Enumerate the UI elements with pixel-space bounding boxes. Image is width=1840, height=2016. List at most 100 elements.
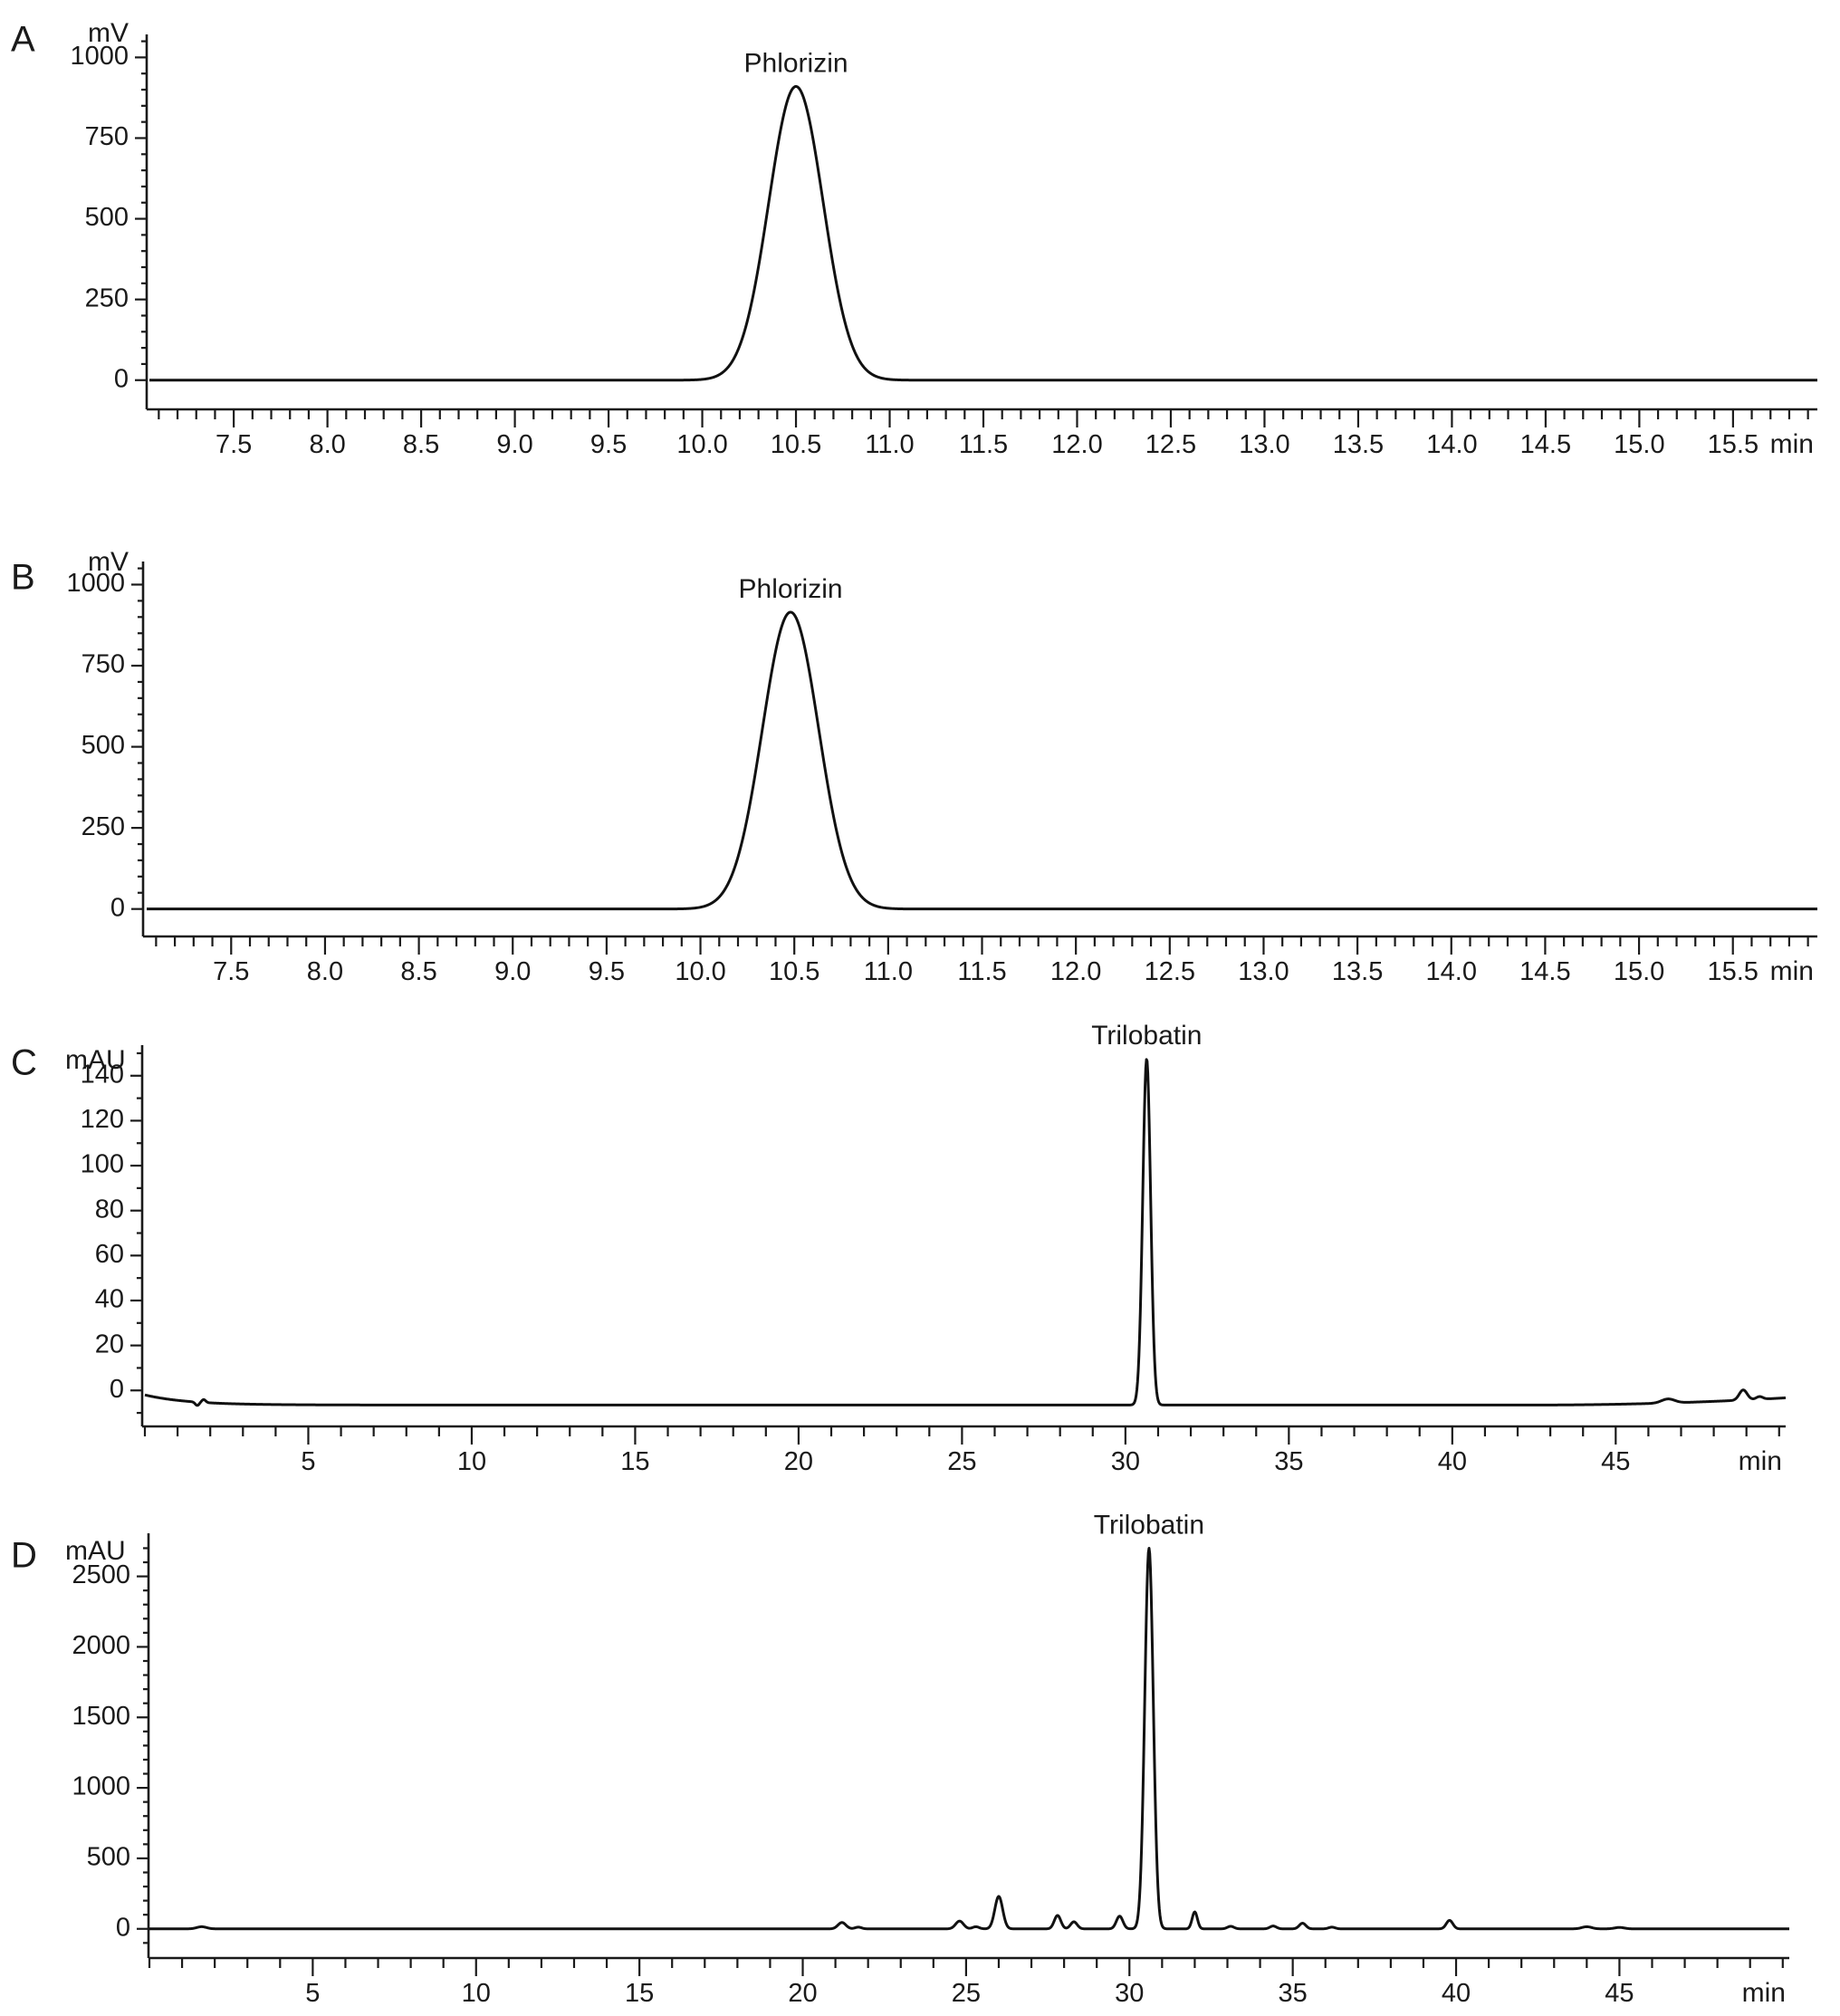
x-tick-label: 9.5 [590,430,627,459]
x-tick-label: 13.5 [1332,957,1383,986]
x-tick-label: 14.5 [1520,430,1571,459]
x-tick-label: 8.5 [403,430,439,459]
y-tick-label: 1000 [66,569,125,598]
x-tick-label: 10 [457,1447,486,1476]
x-tick-label: 25 [952,1979,981,2008]
x-tick-label: 25 [947,1447,976,1476]
x-tick-label: 35 [1274,1447,1303,1476]
x-tick-label: 14.0 [1426,430,1477,459]
x-tick-label: 5 [301,1447,315,1476]
x-tick-label: 12.0 [1050,957,1101,986]
x-tick-label: 13.0 [1238,957,1289,986]
panel-letter: A [11,20,35,60]
y-tick-label: 0 [110,1375,124,1404]
x-tick-label: 11.5 [959,430,1008,459]
y-tick-label: 250 [85,283,129,312]
x-tick-label: 13.5 [1333,430,1384,459]
x-tick-label: 20 [788,1979,817,2008]
x-tick-label: 10.5 [771,430,821,459]
x-tick-label: 13.0 [1239,430,1289,459]
x-tick-label: 30 [1111,1447,1140,1476]
x-axis-unit-label: min [1739,1446,1782,1476]
y-axis-unit-label: mAU [65,1536,126,1566]
y-tick-label: 40 [95,1285,124,1314]
peak-label: Phlorizin [744,48,848,78]
x-tick-label: 15.0 [1614,430,1664,459]
x-tick-label: 12.0 [1051,430,1102,459]
y-axis-unit-label: mV [88,547,129,577]
y-tick-label: 750 [85,122,129,151]
x-tick-label: 9.5 [589,957,625,986]
x-tick-label: 11.0 [865,430,914,459]
chromatogram-trace [149,84,1818,382]
x-tick-label: 10 [462,1979,491,2008]
y-tick-label: 80 [95,1195,124,1224]
peak-label: Trilobatin [1091,1021,1202,1051]
x-tick-label: 8.5 [400,957,436,986]
y-axis-unit-label: mV [88,18,129,48]
x-axis-unit-label: min [1770,956,1814,986]
x-tick-label: 45 [1601,1447,1630,1476]
x-tick-label: 40 [1442,1979,1471,2008]
y-tick-label: 2500 [72,1560,130,1589]
y-tick-label: 500 [85,203,129,232]
x-tick-label: 10.0 [676,430,727,459]
x-tick-label: 15.5 [1708,430,1759,459]
y-tick-label: 1000 [72,1772,130,1801]
x-tick-label: 15 [625,1979,654,2008]
x-tick-label: 40 [1438,1447,1467,1476]
y-tick-label: 120 [81,1105,124,1134]
x-tick-label: 7.5 [213,957,249,986]
y-tick-label: 20 [95,1330,124,1358]
y-tick-label: 140 [81,1060,124,1089]
x-tick-label: 9.0 [496,430,532,459]
x-tick-label: 15 [620,1447,649,1476]
y-tick-label: 0 [116,1913,130,1942]
chromatogram-trace [146,610,1818,911]
x-tick-label: 15.0 [1614,957,1664,986]
x-tick-label: 45 [1605,1979,1634,2008]
x-tick-label: 11.0 [864,957,913,986]
y-tick-label: 1500 [72,1702,130,1731]
panel-letter: C [11,1043,37,1083]
x-tick-label: 8.0 [307,957,343,986]
x-axis-unit-label: min [1770,429,1814,459]
x-tick-label: 14.5 [1519,957,1570,986]
y-tick-label: 500 [81,731,125,760]
x-tick-label: 7.5 [216,430,252,459]
y-tick-label: 2000 [72,1631,130,1660]
x-tick-label: 12.5 [1145,430,1196,459]
x-tick-label: 8.0 [309,430,345,459]
x-tick-label: 30 [1115,1979,1144,2008]
x-tick-label: 20 [784,1447,813,1476]
y-axis-unit-label: mAU [65,1045,126,1075]
y-tick-label: 0 [114,364,129,393]
y-tick-label: 250 [81,812,125,841]
y-tick-label: 100 [81,1150,124,1179]
y-tick-label: 750 [81,650,125,679]
x-tick-label: 5 [305,1979,320,2008]
x-tick-label: 15.5 [1707,957,1758,986]
panel-letter: B [11,558,35,598]
peak-label: Trilobatin [1094,1510,1204,1540]
peak-label: Phlorizin [739,574,843,604]
y-tick-label: 500 [87,1843,130,1872]
x-tick-label: 10.0 [675,957,725,986]
x-axis-unit-label: min [1742,1978,1786,2008]
x-tick-label: 11.5 [957,957,1006,986]
x-tick-label: 14.0 [1426,957,1477,986]
y-tick-label: 60 [95,1240,124,1269]
y-tick-label: 0 [110,893,125,922]
chromatogram-trace [149,1546,1790,1931]
panel-letter: D [11,1536,37,1576]
x-tick-label: 12.5 [1145,957,1195,986]
x-tick-label: 9.0 [494,957,531,986]
x-tick-label: 35 [1279,1979,1308,2008]
x-tick-label: 10.5 [769,957,819,986]
y-tick-label: 1000 [70,42,129,71]
